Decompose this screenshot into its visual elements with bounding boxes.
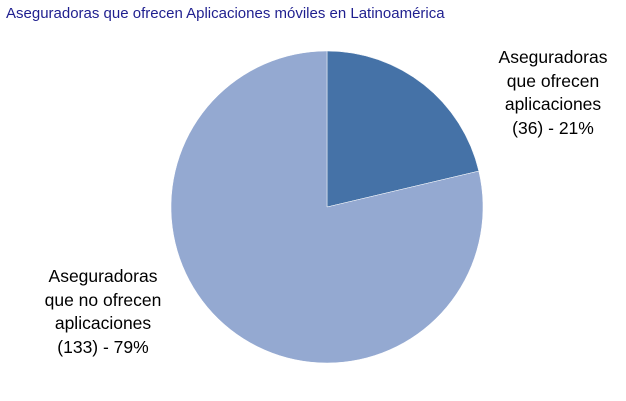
- slice-label-no-offer-line-1: Aseguradoras: [48, 266, 158, 286]
- pie-slice-offer: [326, 50, 480, 208]
- slice-label-no-offer-line-4: (133) - 79%: [57, 336, 149, 357]
- slice-label-offer-line-3: aplicaciones: [504, 94, 602, 114]
- slice-label-no-offer-line-2: que no ofrecen: [44, 289, 162, 310]
- chart-title: Aseguradoras que ofrecen Aplicaciones mó…: [6, 5, 445, 22]
- slice-label-offer-line-1: Aseguradoras: [498, 47, 608, 67]
- slice-label-offer-line-2: que ofrecen: [506, 70, 600, 91]
- slice-label-offer-line-4: (36) - 21%: [512, 117, 594, 138]
- slice-label-offer: Aseguradoras que ofrecen aplicaciones (3…: [483, 46, 623, 140]
- slice-label-no-offer-line-3: aplicaciones: [54, 313, 152, 333]
- pie-slice-no-offer: [170, 50, 484, 364]
- slice-label-no-offer: Aseguradoras que no ofrecen aplicaciones…: [18, 265, 188, 359]
